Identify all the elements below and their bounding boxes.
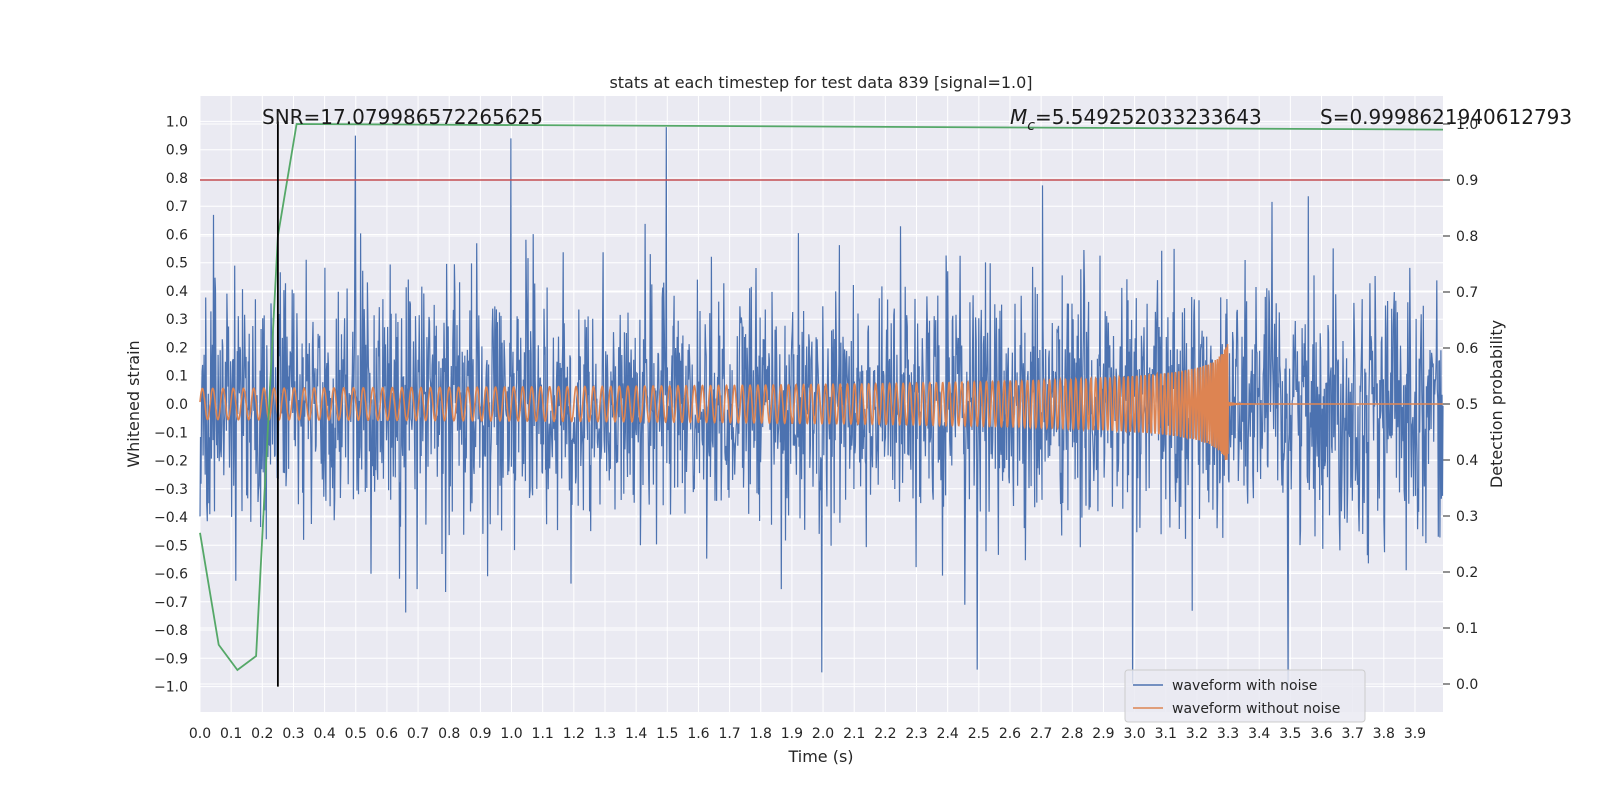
right-y-axis-label: Detection probability	[1487, 320, 1506, 488]
x-tick-label: 2.4	[937, 726, 959, 742]
x-tick-label: 3.7	[1342, 726, 1364, 742]
x-tick-label: 3.8	[1373, 726, 1395, 742]
left-y-tick-label: 0.6	[166, 227, 188, 243]
left-y-tick-label: 0.7	[166, 199, 188, 215]
x-tick-label: 1.4	[625, 726, 647, 742]
left-y-axis-label: Whitened strain	[124, 340, 143, 467]
legend: waveform with noise waveform without noi…	[1124, 669, 1366, 723]
x-tick-label: 1.8	[750, 726, 772, 742]
left-y-tick-label: 0.8	[166, 171, 188, 187]
left-y-tick-label: 0.0	[166, 397, 188, 413]
x-tick-label: 1.3	[594, 726, 616, 742]
x-tick-label: 3.2	[1186, 726, 1208, 742]
x-tick-label: 0.4	[313, 726, 335, 742]
series-detection-probability	[199, 123, 1444, 672]
x-tick-label: 3.0	[1123, 726, 1145, 742]
series-layer	[199, 121, 1444, 687]
chirp-mass-value: =5.549252033233643	[1035, 105, 1262, 129]
series-clean-waveform	[199, 343, 1443, 461]
left-y-tick-label: −1.0	[154, 680, 188, 696]
left-y-axis: 1.0 0.9 0.8 0.7 0.6 0.5 0.4 0.3 0.2 0.1 0.0 −0.1 −0.…	[154, 114, 188, 695]
x-tick-label: 1.9	[781, 726, 803, 742]
x-axis-label: Time (s)	[787, 747, 853, 766]
left-y-tick-label: 0.5	[166, 256, 188, 272]
left-y-tick-label: 0.2	[166, 340, 188, 356]
right-y-tick-label: 0.8	[1456, 229, 1478, 245]
right-y-tick-label: 0.6	[1456, 341, 1478, 357]
significance-annotation: S=0.9998621940612793	[1320, 105, 1572, 129]
right-y-tick-label: 0.0	[1456, 677, 1478, 693]
x-tick-label: 1.6	[687, 726, 709, 742]
snr-annotation: SNR=17.079986572265625	[262, 105, 543, 129]
right-y-tick-label: 0.4	[1456, 453, 1478, 469]
right-y-tick-label: 0.3	[1456, 509, 1478, 525]
x-tick-label: 0.2	[251, 726, 273, 742]
left-y-tick-label: −0.5	[154, 538, 188, 554]
x-tick-label: 3.1	[1155, 726, 1177, 742]
x-tick-label: 2.7	[1030, 726, 1052, 742]
x-tick-label: 0.7	[407, 726, 429, 742]
left-y-tick-label: −0.8	[154, 623, 188, 639]
chart-title: stats at each timestep for test data 839…	[609, 73, 1032, 92]
x-tick-label: 0.0	[189, 726, 211, 742]
series-noisy-waveform	[199, 127, 1444, 687]
x-tick-label: 3.4	[1248, 726, 1270, 742]
left-y-tick-label: 0.3	[166, 312, 188, 328]
x-tick-label: 1.5	[656, 726, 678, 742]
right-y-tick-label: 0.7	[1456, 285, 1478, 301]
left-y-tick-label: −0.6	[154, 567, 188, 583]
x-tick-label: 2.0	[812, 726, 834, 742]
x-axis: 0.0 0.1 0.2 0.3 0.4 0.5 0.6 0.7 0.8 0.9 1.0 1.1 1.2 1…	[189, 726, 1426, 742]
x-tick-label: 2.5	[968, 726, 990, 742]
x-tick-label: 2.3	[905, 726, 927, 742]
right-y-tick-label: 0.2	[1456, 565, 1478, 581]
chirp-mass-symbol: M	[1010, 105, 1027, 129]
right-y-axis: 1.0 0.9 0.8 0.7 0.6 0.5 0.4 0.3 0.2 0.1 0.0	[1443, 117, 1478, 693]
x-tick-label: 0.8	[438, 726, 460, 742]
right-y-tick-label: 0.9	[1456, 173, 1478, 189]
left-y-tick-label: 0.1	[166, 369, 188, 385]
x-tick-label: 3.5	[1279, 726, 1301, 742]
left-y-tick-label: 1.0	[166, 114, 188, 130]
x-tick-label: 3.6	[1310, 726, 1332, 742]
x-tick-label: 1.0	[500, 726, 522, 742]
right-y-tick-label: 0.1	[1456, 621, 1478, 637]
left-y-tick-label: −0.3	[154, 482, 188, 498]
x-tick-label: 0.6	[376, 726, 398, 742]
left-y-tick-label: −0.2	[154, 454, 188, 470]
x-tick-label: 2.8	[1061, 726, 1083, 742]
legend-box	[1124, 669, 1366, 723]
left-y-tick-label: −0.7	[154, 595, 188, 611]
left-y-tick-label: −0.4	[154, 510, 188, 526]
x-tick-label: 0.5	[345, 726, 367, 742]
chirp-mass-subscript: c	[1027, 118, 1035, 134]
x-tick-label: 1.1	[532, 726, 554, 742]
x-tick-label: 1.2	[563, 726, 585, 742]
x-tick-label: 2.6	[999, 726, 1021, 742]
legend-label-noisy: waveform with noise	[1172, 678, 1317, 694]
x-tick-label: 0.9	[469, 726, 491, 742]
left-y-tick-label: −0.1	[154, 425, 188, 441]
left-y-tick-label: −0.9	[154, 651, 188, 667]
x-tick-label: 2.9	[1092, 726, 1114, 742]
right-y-tick-label: 0.5	[1456, 397, 1478, 413]
x-tick-label: 1.7	[718, 726, 740, 742]
chirp-mass-annotation: Mc=5.549252033233643	[1010, 105, 1262, 134]
x-tick-label: 2.2	[874, 726, 896, 742]
legend-label-clean: waveform without noise	[1172, 701, 1340, 717]
right-y-tick-label: 1.0	[1456, 117, 1478, 133]
x-tick-label: 0.3	[282, 726, 304, 742]
x-tick-label: 3.9	[1404, 726, 1426, 742]
left-y-tick-label: 0.9	[166, 143, 188, 159]
left-y-tick-label: 0.4	[166, 284, 188, 300]
x-tick-label: 0.1	[220, 726, 242, 742]
x-tick-label: 3.3	[1217, 726, 1239, 742]
x-tick-label: 2.1	[843, 726, 865, 742]
